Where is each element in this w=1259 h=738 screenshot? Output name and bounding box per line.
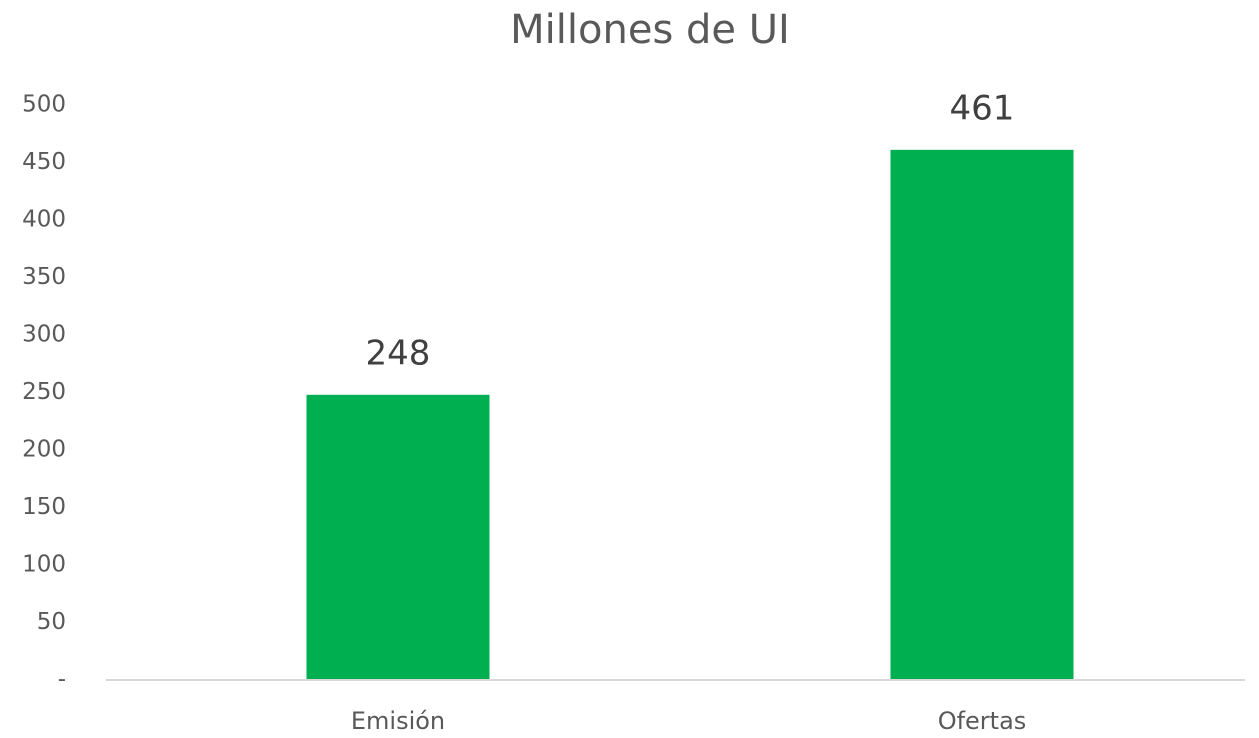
y-tick-label: 250	[22, 379, 66, 405]
x-tick-label: Ofertas	[938, 707, 1027, 735]
y-tick-label: 450	[22, 149, 66, 175]
y-tick-label: -	[58, 667, 66, 693]
y-tick-label: 50	[37, 609, 66, 635]
y-tick-label: 500	[22, 92, 66, 118]
bar	[890, 149, 1074, 681]
y-tick-label: 100	[22, 552, 66, 578]
y-tick-label: 150	[22, 494, 66, 520]
data-label: 248	[366, 333, 431, 373]
y-tick-label: 350	[22, 264, 66, 290]
y-tick-label: 200	[22, 437, 66, 463]
bar	[306, 394, 490, 680]
y-tick-label: 400	[22, 207, 66, 233]
chart-title: Millones de UI	[510, 7, 790, 53]
data-label: 461	[950, 88, 1015, 128]
y-tick-label: 300	[22, 322, 66, 348]
x-tick-label: Emisión	[351, 707, 445, 735]
